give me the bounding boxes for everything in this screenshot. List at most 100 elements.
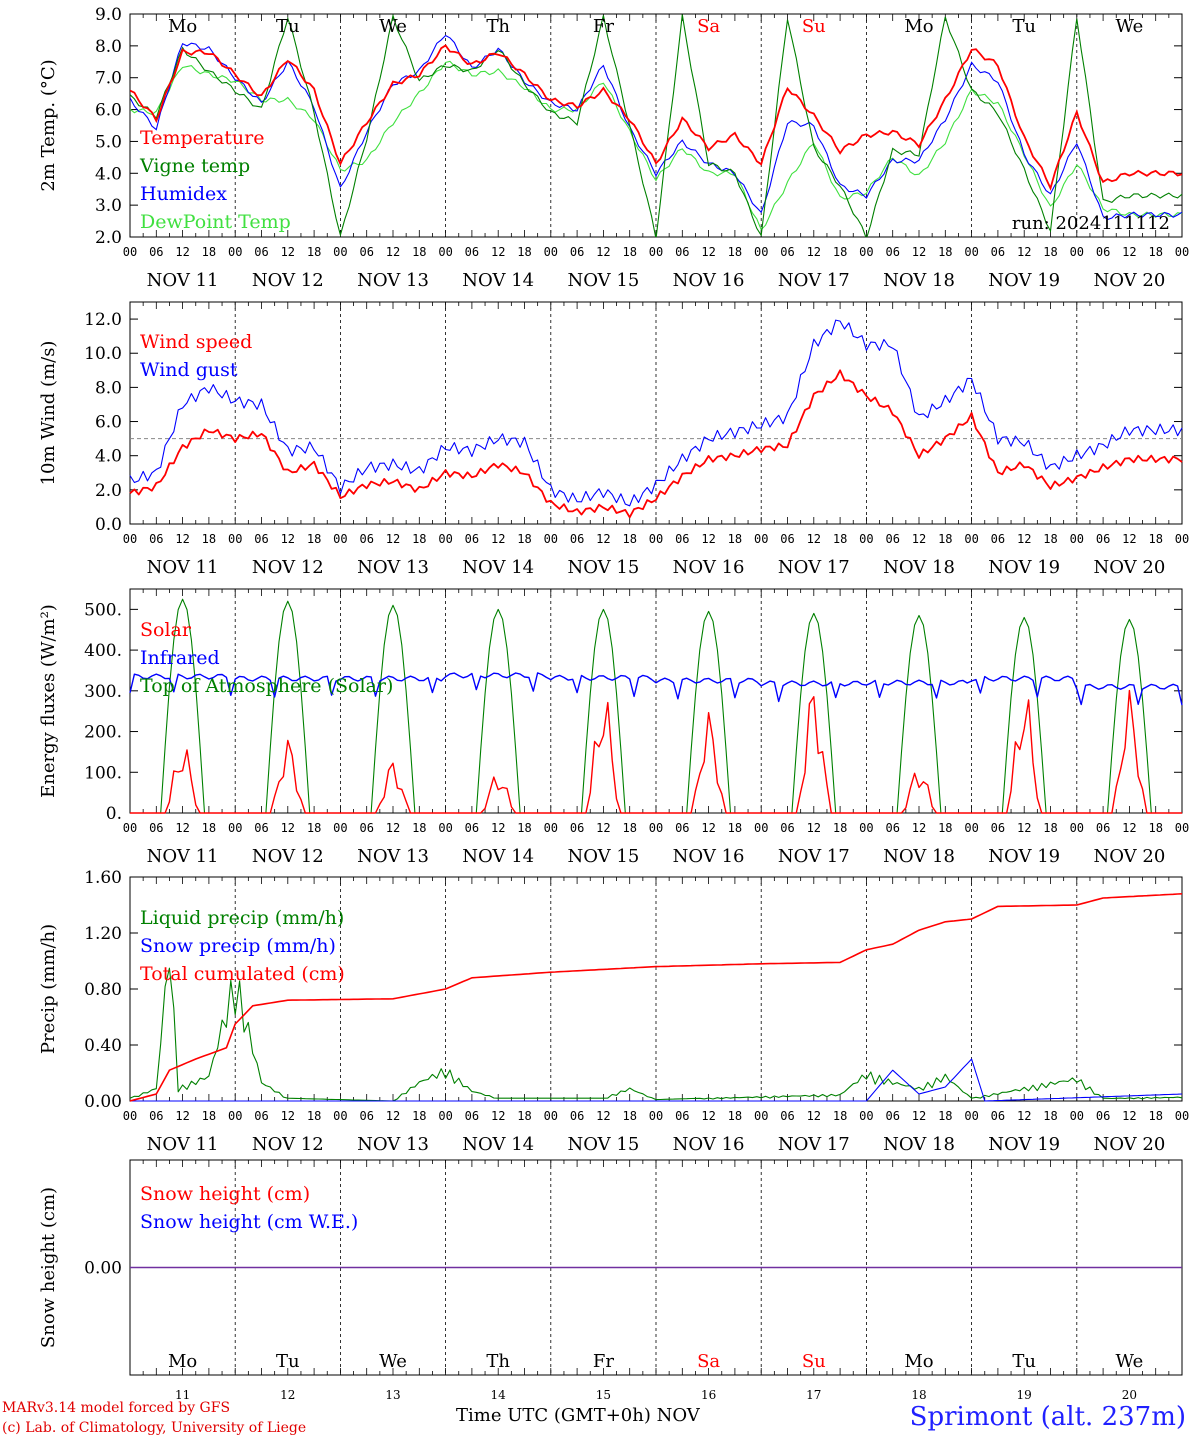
hour-tick-label: 12 xyxy=(491,245,505,259)
y-tick-label: 4.0 xyxy=(95,164,122,184)
hour-tick-label: 18 xyxy=(1148,245,1162,259)
day-date-label: NOV 12 xyxy=(252,1134,324,1155)
hour-tick-label: 18 xyxy=(202,245,216,259)
day-date-label: NOV 17 xyxy=(778,846,850,867)
day-date-label: NOV 13 xyxy=(357,846,429,867)
hour-tick-label: 06 xyxy=(149,532,163,546)
hour-tick-label: 00 xyxy=(228,1109,242,1123)
hour-tick-label: 12 xyxy=(386,821,400,835)
day-date-label: NOV 14 xyxy=(462,1134,534,1155)
hour-tick-label: 00 xyxy=(333,1109,347,1123)
y-tick-label: 500. xyxy=(84,600,122,620)
hour-tick-label: 12 xyxy=(386,532,400,546)
day-number-label: 15 xyxy=(596,1388,611,1402)
month-label: NOV xyxy=(656,1405,700,1426)
hour-tick-label: 18 xyxy=(307,821,321,835)
hour-tick-label: 12 xyxy=(386,245,400,259)
hour-tick-label: 00 xyxy=(544,245,558,259)
legend-entry: Total cumulated (cm) xyxy=(140,963,345,985)
hour-tick-label: 06 xyxy=(780,245,794,259)
hour-tick-label: 06 xyxy=(359,532,373,546)
legend-entry: Wind speed xyxy=(140,331,252,353)
series-line-vigne-temp xyxy=(130,14,1182,237)
hour-tick-label: 06 xyxy=(1096,245,1110,259)
hour-tick-label: 06 xyxy=(359,1109,373,1123)
day-number-label: 11 xyxy=(175,1388,190,1402)
legend-entry: Snow height (cm W.E.) xyxy=(140,1211,358,1233)
hour-tick-label: 00 xyxy=(1070,821,1084,835)
hour-tick-label: 12 xyxy=(596,245,610,259)
day-of-week-label: We xyxy=(379,1351,407,1372)
hour-tick-label: 00 xyxy=(649,821,663,835)
hour-tick-label: 00 xyxy=(649,1109,663,1123)
hour-tick-label: 06 xyxy=(254,245,268,259)
hour-tick-label: 18 xyxy=(517,245,531,259)
hour-tick-label: 12 xyxy=(1017,245,1031,259)
legend-entry: Humidex xyxy=(140,183,227,205)
hour-tick-label: 18 xyxy=(833,821,847,835)
hour-tick-label: 06 xyxy=(570,821,584,835)
hour-tick-label: 00 xyxy=(1070,245,1084,259)
day-number-label: 18 xyxy=(911,1388,926,1402)
hour-tick-label: 12 xyxy=(1017,532,1031,546)
hour-tick-label: 18 xyxy=(938,532,952,546)
hour-tick-label: 12 xyxy=(912,821,926,835)
hour-tick-label: 12 xyxy=(491,1109,505,1123)
day-date-label: NOV 20 xyxy=(1093,846,1165,867)
day-date-label: NOV 13 xyxy=(357,270,429,291)
run-label: run: 2024111112 xyxy=(1012,213,1170,234)
hour-tick-label: 00 xyxy=(649,245,663,259)
series-line-dewpoint-temp xyxy=(130,60,1182,231)
y-tick-label: 0.0 xyxy=(95,515,122,535)
hour-tick-label: 18 xyxy=(1043,245,1057,259)
hour-tick-label: 18 xyxy=(728,245,742,259)
model-credit: MARv3.14 model forced by GFS xyxy=(2,1400,231,1416)
hour-tick-label: 18 xyxy=(202,821,216,835)
series-line-wind-gust xyxy=(129,319,1183,507)
hour-tick-label: 12 xyxy=(596,532,610,546)
y-tick-label: 10.0 xyxy=(84,344,122,364)
hour-tick-label: 18 xyxy=(1043,1109,1057,1123)
hour-tick-label: 12 xyxy=(1122,1109,1136,1123)
hour-tick-label: 00 xyxy=(964,245,978,259)
day-date-label: NOV 12 xyxy=(252,270,324,291)
hour-tick-label: 06 xyxy=(885,821,899,835)
hour-tick-label: 00 xyxy=(964,1109,978,1123)
hour-tick-label: 12 xyxy=(175,245,189,259)
legend-entry: Snow precip (mm/h) xyxy=(140,935,336,957)
hour-tick-label: 06 xyxy=(149,245,163,259)
hour-tick-label: 00 xyxy=(333,532,347,546)
day-of-week-label: Mo xyxy=(168,16,197,37)
day-date-label: NOV 12 xyxy=(252,557,324,578)
y-tick-label: 0. xyxy=(106,804,122,824)
hour-tick-label: 12 xyxy=(701,245,715,259)
day-date-label: NOV 19 xyxy=(988,1134,1060,1155)
hour-tick-label: 18 xyxy=(833,532,847,546)
y-tick-label: 100. xyxy=(84,763,122,783)
hour-tick-label: 00 xyxy=(123,532,137,546)
x-axis-label: Time UTC (GMT+0h) NOV xyxy=(456,1405,700,1426)
day-number-label: 16 xyxy=(701,1388,716,1402)
day-date-label: NOV 11 xyxy=(147,1134,219,1155)
hour-tick-label: 12 xyxy=(175,821,189,835)
day-of-week-label: Tu xyxy=(276,16,300,37)
day-date-label: NOV 17 xyxy=(778,1134,850,1155)
hour-tick-label: 00 xyxy=(228,821,242,835)
hour-tick-label: 00 xyxy=(123,245,137,259)
hour-tick-label: 00 xyxy=(544,1109,558,1123)
y-tick-label: 8.0 xyxy=(95,378,122,398)
day-of-week-label: Su xyxy=(802,16,826,37)
day-date-label: NOV 18 xyxy=(883,1134,955,1155)
day-of-week-label: Su xyxy=(802,1351,826,1372)
y-axis-label: Energy fluxes (W/m²) xyxy=(38,604,59,798)
legend-entry: Wind gust xyxy=(140,359,238,381)
day-date-label: NOV 13 xyxy=(357,1134,429,1155)
day-date-label: NOV 18 xyxy=(883,270,955,291)
y-tick-label: 6.0 xyxy=(95,413,122,433)
y-tick-label: 0.00 xyxy=(84,1259,122,1279)
y-tick-label: 7.0 xyxy=(95,69,122,89)
legend-entry: Snow height (cm) xyxy=(140,1183,310,1205)
hour-tick-label: 00 xyxy=(859,532,873,546)
hour-tick-label: 18 xyxy=(517,1109,531,1123)
hour-tick-label: 06 xyxy=(780,821,794,835)
